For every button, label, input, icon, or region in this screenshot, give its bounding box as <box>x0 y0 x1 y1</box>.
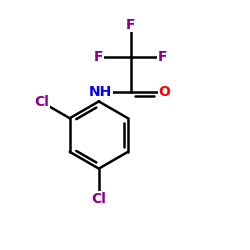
Text: Cl: Cl <box>34 95 50 109</box>
Text: F: F <box>158 50 168 64</box>
Text: O: O <box>158 85 170 99</box>
Text: NH: NH <box>89 85 112 99</box>
Text: Cl: Cl <box>92 192 106 206</box>
Text: F: F <box>94 50 104 64</box>
Text: F: F <box>126 18 136 32</box>
